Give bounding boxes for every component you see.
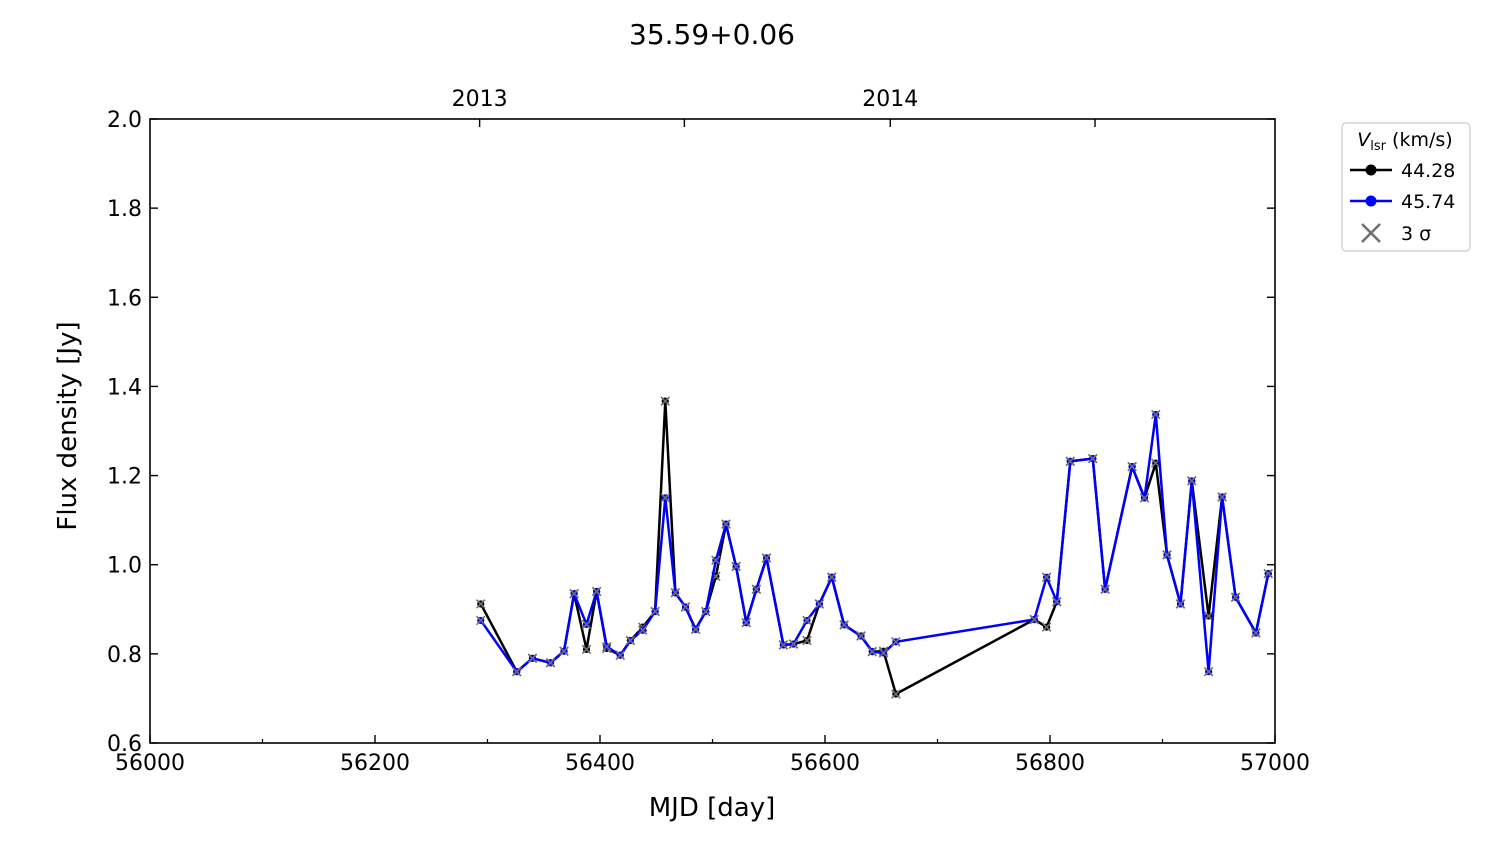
x-tick-label: 56400 bbox=[565, 751, 635, 776]
sigma-marker bbox=[1186, 476, 1197, 486]
sigma-marker bbox=[814, 599, 825, 609]
sigma-marker bbox=[721, 519, 731, 529]
sigma-marker bbox=[1051, 596, 1062, 607]
legend-entry-sigma: 3 σ bbox=[1401, 223, 1431, 245]
y-axis-label: Flux density [Jy] bbox=[53, 321, 83, 530]
sigma-marker bbox=[711, 555, 721, 566]
chart-title: 35.59+0.06 bbox=[629, 18, 795, 51]
sigma-marker bbox=[670, 588, 681, 598]
legend-marker-blue bbox=[1365, 195, 1377, 207]
sigma-marker bbox=[1029, 614, 1040, 625]
sigma-marker bbox=[475, 599, 486, 609]
series-line-1 bbox=[479, 413, 1270, 673]
sigma-marker bbox=[761, 553, 772, 563]
sigma-marker bbox=[475, 615, 486, 626]
x-axis-label: MJD [day] bbox=[649, 793, 776, 823]
series-layer bbox=[475, 396, 1274, 699]
sigma-marker bbox=[601, 641, 612, 652]
sigma-marker bbox=[559, 646, 569, 656]
top-year-axis: 2013 2014 bbox=[452, 87, 1096, 127]
sigma-marker bbox=[1162, 550, 1172, 560]
y-tick-label: 1.6 bbox=[107, 286, 142, 311]
sigma-marker bbox=[1041, 572, 1052, 582]
legend: Vlsr (km/s) 44.28 45.74 3 σ bbox=[1341, 122, 1471, 252]
x-tick-label: 56200 bbox=[340, 751, 410, 776]
sigma-marker bbox=[581, 619, 592, 630]
legend-title: Vlsr (km/s) bbox=[1357, 129, 1452, 154]
sigma-marker bbox=[1263, 568, 1274, 579]
sigma-marker bbox=[1127, 461, 1137, 472]
sigma-marker bbox=[625, 635, 636, 646]
sigma-marker bbox=[1100, 584, 1110, 594]
sigma-marker bbox=[660, 493, 671, 503]
legend-marker-black bbox=[1365, 164, 1377, 176]
sigma-marker bbox=[650, 606, 660, 617]
sigma-marker bbox=[867, 646, 878, 657]
sigma-marker bbox=[1087, 453, 1098, 464]
sigma-marker bbox=[660, 396, 671, 406]
sigma-marker bbox=[1150, 409, 1161, 420]
sigma-marker bbox=[856, 631, 866, 641]
y-tick-label: 1.2 bbox=[107, 465, 142, 490]
plot-frame bbox=[149, 118, 1276, 744]
sigma-marker bbox=[741, 617, 752, 628]
sigma-marker bbox=[511, 666, 522, 677]
sigma-marker bbox=[826, 572, 837, 582]
sigma-marker bbox=[569, 588, 579, 599]
legend-entry-black: 44.28 bbox=[1401, 160, 1455, 182]
sigma-marker bbox=[1203, 666, 1214, 677]
legend-sigma-marker bbox=[1361, 223, 1381, 243]
sigma-marker bbox=[680, 602, 691, 612]
y-tick-label: 1.4 bbox=[107, 375, 142, 400]
x-tick-label: 56800 bbox=[1015, 751, 1085, 776]
sigma-marker bbox=[637, 625, 648, 635]
x-tick-label: 56600 bbox=[790, 751, 860, 776]
sigma-marker bbox=[591, 586, 602, 597]
y-tick-label: 1.0 bbox=[107, 554, 142, 579]
sigma-marker bbox=[802, 635, 812, 646]
legend-entry-blue: 45.74 bbox=[1401, 191, 1455, 213]
y-tick-label: 0.8 bbox=[107, 643, 142, 668]
top-axis-year-label: 2013 bbox=[452, 87, 508, 112]
legend-box bbox=[1341, 122, 1471, 252]
sigma-marker bbox=[1041, 622, 1052, 632]
x-tick-label: 56000 bbox=[115, 751, 185, 776]
sigma-marker bbox=[527, 653, 538, 664]
sigma-marker bbox=[700, 606, 711, 617]
sigma-marker bbox=[1251, 628, 1261, 638]
sigma-marker bbox=[1139, 493, 1150, 503]
sigma-marker bbox=[839, 620, 849, 630]
series-1 bbox=[475, 409, 1274, 677]
top-axis-year-label: 2014 bbox=[862, 87, 918, 112]
sigma-marker bbox=[878, 648, 889, 658]
sigma-marker bbox=[778, 640, 789, 650]
sigma-marker bbox=[1230, 592, 1241, 603]
y-tick-label: 2.0 bbox=[107, 108, 142, 133]
sigma-marker bbox=[891, 637, 901, 647]
sigma-marker bbox=[581, 644, 592, 655]
sigma-marker bbox=[802, 615, 812, 626]
sigma-marker bbox=[751, 584, 762, 594]
sigma-marker bbox=[1217, 492, 1227, 502]
x-tick-label: 57000 bbox=[1240, 751, 1310, 776]
axes: 56000 56200 56400 56600 56800 57000 0.6 0.8 1.0 1… bbox=[107, 108, 1310, 776]
y-tick-label: 0.6 bbox=[107, 732, 142, 757]
y-tick-label: 1.8 bbox=[107, 197, 142, 222]
sigma-marker bbox=[1203, 611, 1214, 621]
sigma-marker bbox=[731, 561, 741, 572]
sigma-marker bbox=[891, 689, 901, 699]
sigma-marker bbox=[1175, 599, 1186, 609]
sigma-marker bbox=[545, 658, 556, 668]
sigma-marker bbox=[788, 639, 799, 649]
sigma-marker bbox=[690, 624, 701, 635]
sigma-marker bbox=[1065, 456, 1076, 467]
sigma-marker bbox=[615, 650, 626, 660]
